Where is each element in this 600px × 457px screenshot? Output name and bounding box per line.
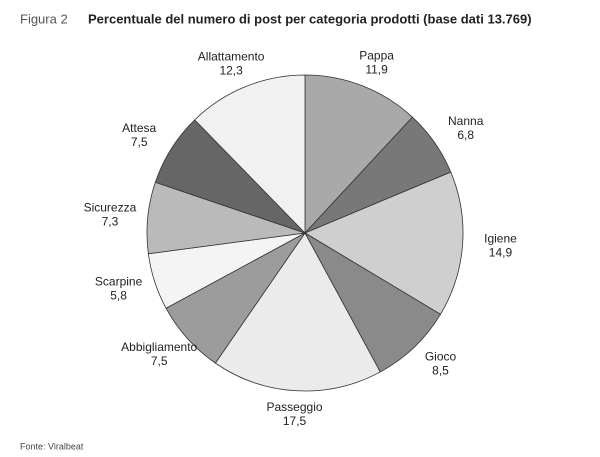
slice-value: 12,3 bbox=[219, 64, 243, 78]
slice-value: 8,5 bbox=[432, 364, 449, 378]
slice-label: Nanna bbox=[448, 114, 484, 128]
slice-label: Scarpine bbox=[95, 274, 143, 288]
slice-value: 7,5 bbox=[131, 135, 148, 149]
slice-value: 6,8 bbox=[457, 128, 474, 142]
pie-slice bbox=[214, 232, 381, 392]
slice-value: 7,3 bbox=[102, 214, 119, 228]
slice-value: 5,8 bbox=[110, 288, 127, 302]
slice-label: Allattamento bbox=[198, 50, 265, 64]
pie-slice bbox=[304, 74, 413, 235]
chart-title: Percentuale del numero di post per categ… bbox=[88, 11, 532, 26]
slice-value: 11,9 bbox=[365, 63, 388, 77]
slice-label: Attesa bbox=[122, 121, 156, 135]
slice-label: Passeggio bbox=[267, 400, 323, 414]
figure-label: Figura 2 bbox=[20, 11, 68, 26]
pie-slice bbox=[304, 171, 464, 315]
slice-label: Sicurezza bbox=[84, 200, 137, 214]
slice-label: Pappa bbox=[359, 49, 394, 63]
slice-value: 17,5 bbox=[283, 414, 307, 428]
slice-value: 14,9 bbox=[489, 245, 513, 259]
slice-label: Gioco bbox=[425, 350, 457, 364]
pie-slice bbox=[303, 231, 442, 373]
source: Fonte: Viralbeat bbox=[20, 441, 84, 451]
pie-slice bbox=[194, 74, 306, 234]
slice-label: Abbigliamento bbox=[121, 340, 197, 354]
slice-value: 7,5 bbox=[151, 354, 168, 368]
slice-label: Igiene bbox=[484, 231, 517, 245]
